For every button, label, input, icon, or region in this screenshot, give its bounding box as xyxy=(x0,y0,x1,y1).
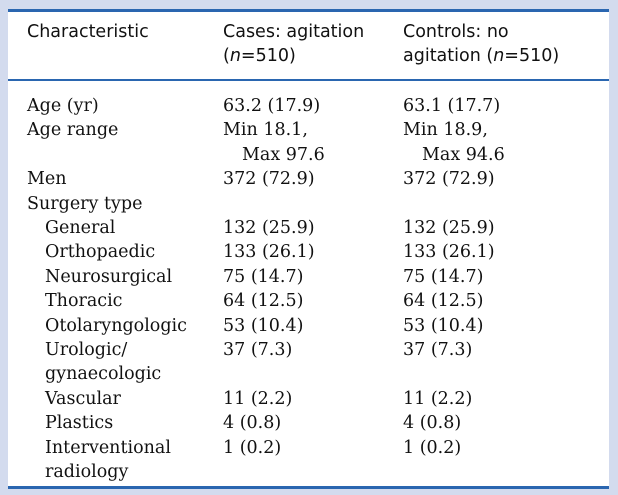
header-cases-count: =510) xyxy=(240,46,296,66)
table-header: Characteristic Cases: agitation (n=510) … xyxy=(8,12,609,81)
row-label: Age range xyxy=(27,120,119,141)
header-controls-n: n xyxy=(493,46,505,66)
row-label: General xyxy=(45,217,116,238)
header-cases-n: n xyxy=(229,46,241,66)
header-cases-line1: Cases: agitation xyxy=(223,22,365,42)
row-label: Surgery type xyxy=(27,193,143,214)
header-controls-count: =510) xyxy=(504,46,560,66)
header-controls-prefix: agitation ( xyxy=(403,46,494,66)
row-label-line2: gynaecologic xyxy=(45,364,162,385)
row-label: Orthopaedic xyxy=(45,242,156,263)
controls-value: 133 (26.1) xyxy=(403,242,495,263)
header-cases-paren: ( xyxy=(223,46,230,66)
cases-value: 63.2 (17.9) xyxy=(223,96,321,116)
header-controls-line2: agitation (n=510) xyxy=(403,44,559,68)
cases-value-line1: Min 18.1, xyxy=(223,120,308,141)
table-row: Orthopaedic 133 (26.1) 133 (26.1) xyxy=(8,240,609,264)
controls-value: 1 (0.2) xyxy=(403,437,462,458)
table-row: General 132 (25.9) 132 (25.9) xyxy=(8,216,609,240)
cases-value-line2: Max 97.6 xyxy=(242,144,325,165)
controls-value: 4 (0.8) xyxy=(403,413,462,434)
header-cases-line2: (n=510) xyxy=(223,44,364,68)
header-characteristic: Characteristic xyxy=(27,22,149,42)
table-row: Men 372 (72.9) 372 (72.9) xyxy=(8,167,609,191)
table-row: Interventional radiology 1 (0.2) 1 (0.2) xyxy=(8,436,609,485)
table-row: Urologic/ gynaecologic 37 (7.3) 37 (7.3) xyxy=(8,338,609,387)
cases-value: 133 (26.1) xyxy=(223,242,315,263)
controls-value: 372 (72.9) xyxy=(403,169,495,190)
controls-value: 132 (25.9) xyxy=(403,217,495,238)
controls-value-line1: Min 18.9, xyxy=(403,120,488,141)
table-row: Neurosurgical 75 (14.7) 75 (14.7) xyxy=(8,265,609,289)
row-label-line1: Urologic/ xyxy=(45,339,128,360)
cases-value: 11 (2.2) xyxy=(223,388,293,409)
header-controls-line1: Controls: no xyxy=(403,22,509,42)
table-row: Thoracic 64 (12.5) 64 (12.5) xyxy=(8,289,609,313)
table-row: Vascular 11 (2.2) 11 (2.2) xyxy=(8,387,609,411)
row-label-line2: radiology xyxy=(45,461,129,482)
cases-value: 64 (12.5) xyxy=(223,291,304,312)
row-label-line1: Interventional xyxy=(45,437,171,458)
header-controls: Controls: no agitation (n=510) xyxy=(403,20,559,68)
controls-value: Min 18.9, Max 94.6 xyxy=(403,118,505,167)
table-row: Otolaryngologic 53 (10.4) 53 (10.4) xyxy=(8,314,609,338)
controls-value-line2: Max 94.6 xyxy=(422,144,505,165)
cases-value: Min 18.1, Max 97.6 xyxy=(223,118,325,167)
cases-value: 132 (25.9) xyxy=(223,217,315,238)
row-label: Plastics xyxy=(45,413,114,434)
controls-value: 53 (10.4) xyxy=(403,315,484,336)
row-label: Men xyxy=(27,169,67,190)
table-row: Age range Min 18.1, Max 97.6 Min 18.9, M… xyxy=(8,118,609,167)
cases-value: 372 (72.9) xyxy=(223,169,315,190)
table-body: Age (yr) 63.2 (17.9) 63.1 (17.7) Age ran… xyxy=(8,94,609,484)
cases-value: 37 (7.3) xyxy=(223,339,293,360)
table-row: Age (yr) 63.2 (17.9) 63.1 (17.7) xyxy=(8,94,609,118)
table-row: Plastics 4 (0.8) 4 (0.8) xyxy=(8,411,609,435)
row-label: Otolaryngologic xyxy=(45,315,187,336)
cases-value: 4 (0.8) xyxy=(223,413,282,434)
controls-value: 75 (14.7) xyxy=(403,266,484,287)
row-label: Neurosurgical xyxy=(45,266,173,287)
table-row: Surgery type xyxy=(8,192,609,216)
row-label: Thoracic xyxy=(45,291,123,312)
controls-value: 37 (7.3) xyxy=(403,339,473,360)
cases-value: 1 (0.2) xyxy=(223,437,282,458)
row-label: Vascular xyxy=(45,388,121,409)
header-cases: Cases: agitation (n=510) xyxy=(223,20,364,68)
controls-value: 64 (12.5) xyxy=(403,291,484,312)
cases-value: 75 (14.7) xyxy=(223,266,304,287)
row-label: Age (yr) xyxy=(27,96,99,116)
controls-value: 63.1 (17.7) xyxy=(403,96,501,116)
row-label: Urologic/ gynaecologic xyxy=(45,338,161,387)
characteristics-table: Characteristic Cases: agitation (n=510) … xyxy=(8,9,609,489)
controls-value: 11 (2.2) xyxy=(403,388,473,409)
row-label: Interventional radiology xyxy=(45,436,171,485)
cases-value: 53 (10.4) xyxy=(223,315,304,336)
